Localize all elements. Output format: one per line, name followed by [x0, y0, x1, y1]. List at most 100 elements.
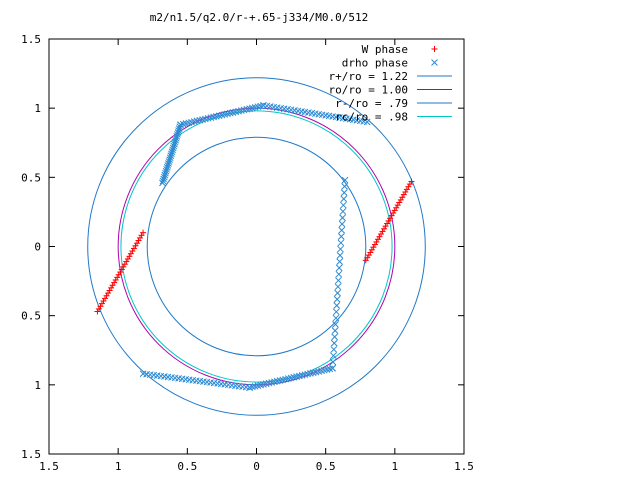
point-0-0-8: [106, 287, 113, 294]
point-1-3-6: [339, 214, 346, 222]
point-1-0-13: [166, 154, 174, 162]
point-1-3-10: [337, 239, 345, 247]
point-1-3-2: [340, 189, 348, 196]
point-1-0-7: [163, 165, 170, 173]
point-1-3-19: [333, 295, 341, 303]
point-1-3-12: [336, 251, 344, 259]
point-0-0-21: [126, 253, 133, 260]
legend-label-5: rc/ro = .98: [335, 111, 408, 124]
point-0-0-9: [108, 284, 115, 291]
point-0-0-30: [140, 229, 147, 236]
point-1-3-26: [330, 339, 338, 347]
point-0-1-5: [370, 244, 377, 251]
point-1-0-12: [166, 156, 173, 163]
point-0-1-20: [393, 204, 400, 211]
point-0-1-28: [405, 183, 412, 190]
point-0-1-21: [394, 202, 401, 209]
x-tick-label: 1.5: [39, 460, 59, 473]
point-1-0-9: [164, 162, 172, 169]
point-0-1-26: [402, 188, 409, 195]
point-1-0-25: [174, 131, 181, 138]
x-tick-label: 1: [115, 460, 122, 473]
point-1-3-24: [331, 327, 339, 334]
legend-label-3: ro/ro = 1.00: [329, 84, 408, 97]
point-1-3-7: [338, 220, 346, 228]
point-1-0-4: [161, 171, 169, 179]
point-1-3-21: [332, 308, 340, 316]
circle-2: [146, 136, 367, 357]
y-tick-label: 1.5: [21, 448, 41, 461]
point-1-0-18: [169, 144, 177, 152]
circle-0: [87, 77, 426, 416]
point-1-3-25: [331, 333, 339, 341]
point-1-0-19: [170, 142, 178, 150]
point-0-1-4: [368, 246, 375, 253]
point-0-1-19: [391, 207, 398, 214]
point-1-3-3: [340, 195, 348, 203]
point-0-1-14: [384, 220, 391, 227]
x-tick-label: 0.5: [177, 460, 197, 473]
x-tick-label: 1: [392, 460, 399, 473]
point-1-5-30: [139, 370, 147, 378]
point-1-3-20: [333, 302, 341, 309]
point-0-0-10: [109, 282, 116, 289]
point-1-0-24: [173, 133, 181, 140]
point-1-0-20: [171, 140, 178, 148]
point-0-1-13: [382, 223, 389, 230]
point-0-0-23: [129, 248, 136, 255]
point-0-0-19: [123, 258, 130, 265]
legend-swatch-0: [431, 46, 438, 52]
point-0-1-12: [381, 225, 388, 232]
point-0-1-22: [396, 199, 403, 206]
point-0-1-6: [371, 241, 378, 248]
point-0-1-2: [365, 252, 372, 259]
x-tick-label: 0: [253, 460, 260, 473]
circle-3: [120, 110, 393, 383]
point-1-0-15: [168, 150, 175, 158]
point-0-0-15: [117, 269, 124, 276]
point-0-1-7: [373, 238, 380, 245]
legend-label-0: W phase: [362, 43, 408, 56]
point-1-0-21: [171, 138, 179, 146]
y-tick-label: 0.5: [21, 310, 41, 323]
y-tick-label: 1: [34, 102, 41, 115]
point-0-0-20: [124, 255, 131, 262]
point-0-1-24: [399, 194, 406, 201]
y-tick-label: 0: [34, 241, 41, 254]
point-0-1-11: [379, 228, 386, 235]
point-1-0-17: [169, 146, 176, 154]
point-1-3-13: [336, 258, 343, 265]
point-1-0-27: [175, 127, 182, 134]
point-1-3-29: [329, 358, 337, 366]
point-1-3-14: [335, 264, 343, 272]
point-0-1-0: [362, 257, 369, 264]
point-1-0-10: [165, 160, 172, 167]
point-1-3-4: [340, 201, 347, 209]
point-1-0-5: [162, 169, 169, 177]
point-0-0-22: [127, 250, 134, 257]
point-1-3-15: [335, 270, 343, 278]
point-0-0-27: [135, 237, 142, 244]
point-0-0-17: [120, 263, 127, 270]
point-0-0-5: [102, 295, 109, 302]
point-0-0-24: [130, 245, 137, 252]
point-0-1-30: [408, 178, 415, 185]
point-1-3-1: [341, 183, 348, 190]
point-0-1-9: [376, 233, 383, 240]
y-tick-label: 0.5: [21, 171, 41, 184]
point-0-1-10: [378, 231, 384, 238]
y-tick-label: 1.5: [21, 33, 41, 46]
point-0-0-7: [105, 290, 112, 297]
point-1-3-23: [332, 320, 339, 328]
point-1-3-18: [334, 289, 341, 297]
point-1-0-26: [174, 129, 182, 136]
point-0-1-3: [367, 249, 374, 256]
point-1-0-6: [162, 167, 170, 175]
x-tick-label: 1.5: [454, 460, 474, 473]
point-0-0-4: [100, 298, 107, 305]
point-0-0-26: [133, 240, 140, 247]
point-1-0-2: [160, 175, 167, 183]
point-0-0-25: [132, 242, 139, 249]
point-1-0-14: [167, 152, 175, 160]
series-1: [139, 102, 371, 391]
